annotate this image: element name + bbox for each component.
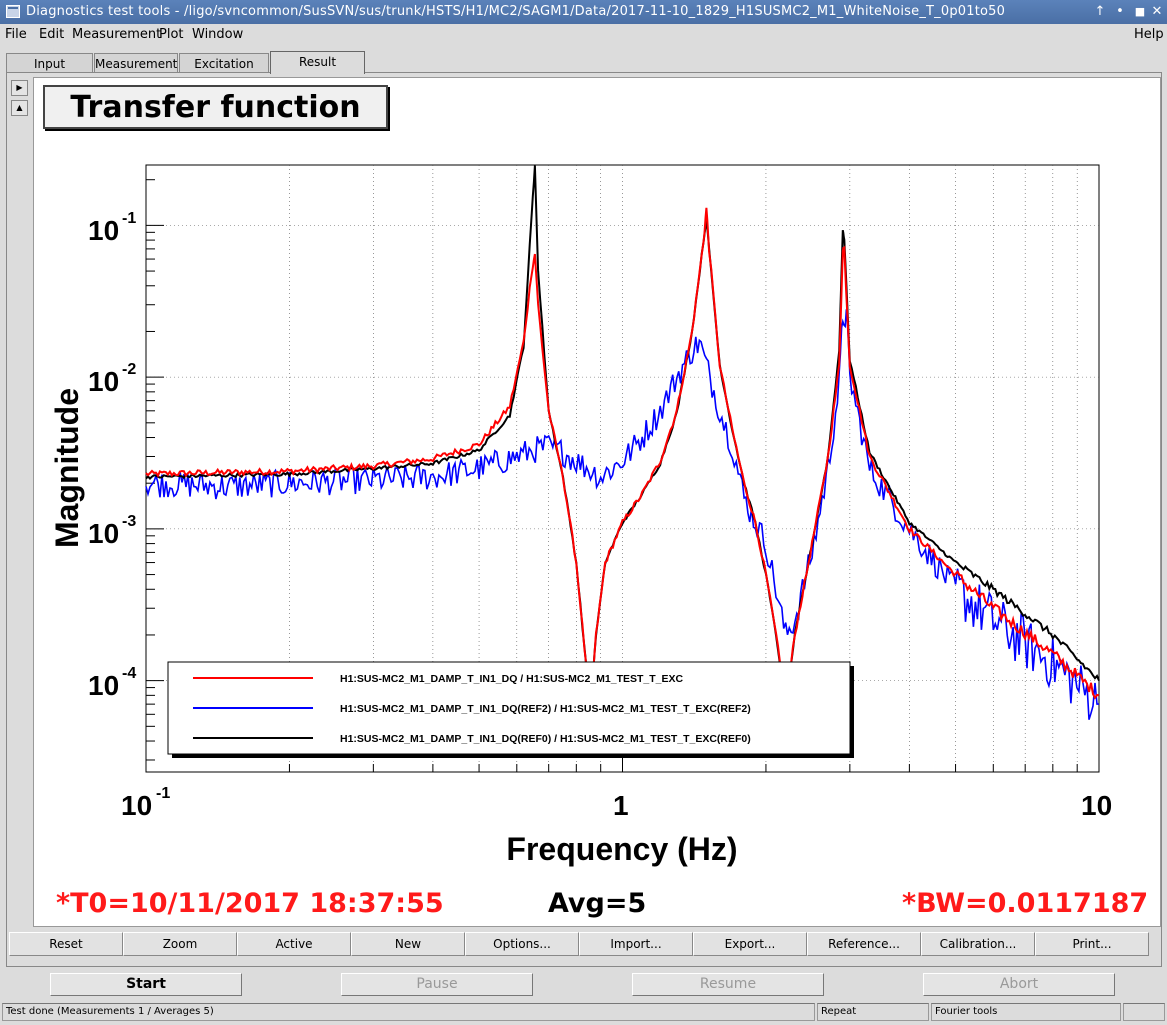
start-button[interactable]: Start — [50, 973, 242, 996]
menu-measurement[interactable]: Measurement — [72, 27, 162, 42]
options-button[interactable]: Options... — [465, 932, 579, 956]
pause-button[interactable]: Pause — [341, 973, 533, 996]
status-main: Test done (Measurements 1 / Averages 5) — [2, 1003, 815, 1021]
y-axis-label: Magnitude — [49, 388, 85, 548]
abort-button[interactable]: Abort — [923, 973, 1115, 996]
xtick-exp-1e-1: -1 — [156, 785, 170, 802]
new-button[interactable]: New — [351, 932, 465, 956]
menu-plot[interactable]: Plot — [159, 27, 184, 42]
collapse-up-icon[interactable]: ▲ — [11, 100, 28, 116]
plot-ticks — [145, 179, 1078, 772]
menu-edit[interactable]: Edit — [39, 27, 65, 42]
legend: H1:SUS-MC2_M1_DAMP_T_IN1_DQ / H1:SUS-MC2… — [167, 661, 854, 758]
ytick-exp-1e-3: -3 — [122, 513, 136, 530]
window-titlebar: Diagnostics test tools - /ligo/svncommon… — [0, 0, 1167, 24]
tab-input[interactable]: Input — [6, 53, 93, 73]
plot-title: Transfer function — [43, 85, 388, 129]
maximize-icon[interactable]: ↑ — [1094, 4, 1106, 19]
zoom-button[interactable]: Zoom — [123, 932, 237, 956]
menu-file[interactable]: File — [5, 27, 27, 42]
restore-icon[interactable]: ■ — [1134, 5, 1146, 18]
x-axis-label: Frequency (Hz) — [506, 831, 737, 867]
ytick-label-1e-4: 10 — [88, 670, 119, 701]
calibration-button[interactable]: Calibration... — [921, 932, 1035, 956]
ytick-label-1e-1: 10 — [88, 215, 119, 246]
import-button[interactable]: Import... — [579, 932, 693, 956]
status-extra — [1123, 1003, 1165, 1021]
xtick-label-1: 1 — [613, 790, 629, 821]
status-repeat: Repeat — [817, 1003, 929, 1021]
minimize-icon[interactable]: • — [1116, 4, 1124, 19]
reset-button[interactable]: Reset — [9, 932, 123, 956]
legend-label-black: H1:SUS-MC2_M1_DAMP_T_IN1_DQ(REF0) / H1:S… — [340, 733, 751, 745]
plot-toolbar: Reset Zoom Active New Options... Import.… — [9, 932, 1149, 956]
print-button[interactable]: Print... — [1035, 932, 1149, 956]
ytick-exp-1e-1: -1 — [122, 210, 136, 227]
series-line-black — [145, 165, 1100, 704]
xtick-label-1e-1: 10 — [121, 790, 152, 821]
tab-result[interactable]: Result — [270, 51, 365, 74]
close-icon[interactable]: ✕ — [1151, 4, 1163, 19]
xtick-label-10: 10 — [1081, 790, 1112, 821]
avg-text: Avg=5 — [548, 888, 647, 919]
menu-window[interactable]: Window — [192, 27, 244, 42]
series-line-red — [145, 207, 1100, 703]
ytick-exp-1e-4: -4 — [122, 665, 136, 682]
legend-label-blue: H1:SUS-MC2_M1_DAMP_T_IN1_DQ(REF2) / H1:S… — [340, 703, 751, 715]
resume-button[interactable]: Resume — [632, 973, 824, 996]
tab-measurement[interactable]: Measurement — [94, 53, 178, 73]
export-button[interactable]: Export... — [693, 932, 807, 956]
ytick-exp-1e-2: -2 — [122, 361, 136, 378]
reference-button[interactable]: Reference... — [807, 932, 921, 956]
expand-right-icon[interactable]: ▶ — [11, 80, 28, 96]
t0-text: *T0=10/11/2017 18:37:55 — [56, 888, 444, 919]
window-menu-icon[interactable] — [6, 5, 20, 18]
ytick-label-1e-3: 10 — [88, 518, 119, 549]
window-title: Diagnostics test tools - /ligo/svncommon… — [26, 4, 1006, 19]
menu-help[interactable]: Help — [1134, 27, 1164, 42]
bw-text: *BW=0.0117187 — [902, 888, 1149, 919]
legend-label-red: H1:SUS-MC2_M1_DAMP_T_IN1_DQ / H1:SUS-MC2… — [340, 673, 684, 685]
menubar: File Edit Measurement Plot Window Help — [0, 24, 1167, 46]
ytick-label-1e-2: 10 — [88, 366, 119, 397]
plot-curves — [145, 165, 1100, 720]
active-button[interactable]: Active — [237, 932, 351, 956]
status-mode: Fourier tools — [931, 1003, 1121, 1021]
tab-excitation[interactable]: Excitation — [179, 53, 269, 73]
series-line-blue — [145, 309, 1099, 720]
